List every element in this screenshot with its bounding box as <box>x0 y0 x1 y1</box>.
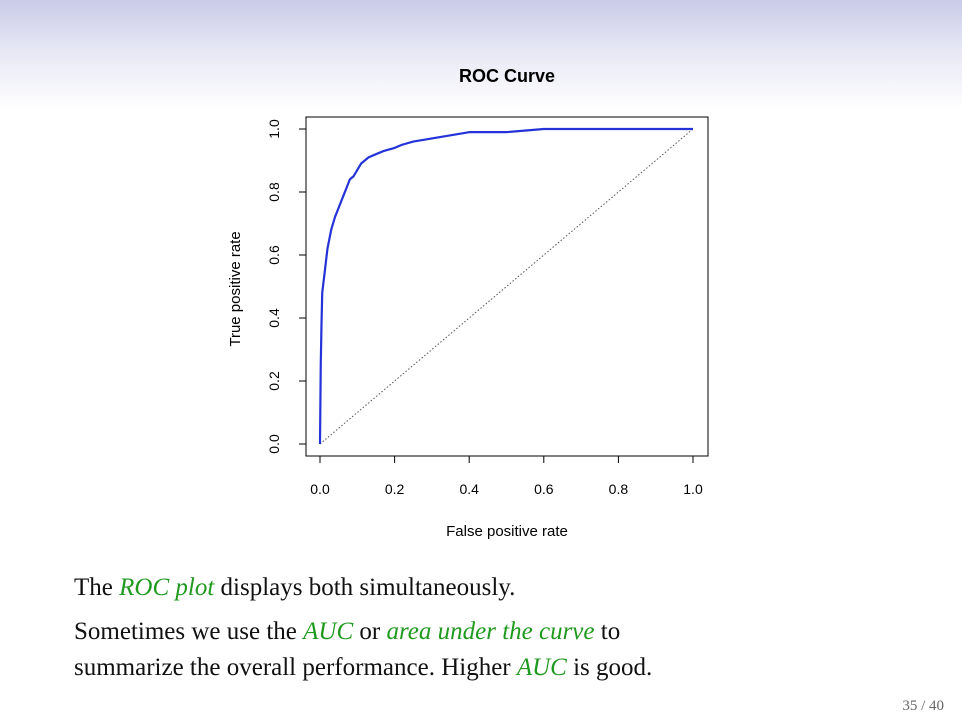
page-number: 35 / 40 <box>902 698 944 714</box>
body-line-3: summarize the overall performance. Highe… <box>74 654 652 682</box>
auc-term-2: AUC <box>516 654 567 681</box>
line3-post: is good. <box>573 654 653 681</box>
line1-pre: The <box>74 574 113 601</box>
area-under-curve-term: area under the curve <box>386 618 595 645</box>
y-tick-label: 0.0 <box>266 434 282 454</box>
auc-term: AUC <box>303 618 354 645</box>
line1-post: displays both simultaneously. <box>220 574 516 601</box>
y-axis-label: True positive rate <box>227 231 244 346</box>
x-tick-label: 0.6 <box>534 481 554 497</box>
roc-curve-line <box>318 127 693 445</box>
slide-header-band <box>0 0 962 110</box>
y-tick-label: 0.4 <box>266 308 282 328</box>
body-line-2: Sometimes we use the AUC or area under t… <box>74 618 620 646</box>
y-tick-label: 0.8 <box>266 182 282 202</box>
x-tick-label: 0.4 <box>459 481 479 497</box>
x-axis-label: False positive rate <box>446 523 568 540</box>
x-tick-label: 0.2 <box>385 481 405 497</box>
line3-pre: summarize the overall performance. Highe… <box>74 654 511 681</box>
x-tick-label: 1.0 <box>683 481 703 497</box>
line2-pre: Sometimes we use the <box>74 618 297 645</box>
x-tick-label: 0.8 <box>609 481 629 497</box>
x-tick-label: 0.0 <box>310 481 330 497</box>
y-tick-label: 1.0 <box>266 119 282 139</box>
body-line-1: The ROC plot displays both simultaneousl… <box>74 574 515 602</box>
chart-title: ROC Curve <box>459 66 555 86</box>
line2-post: to <box>600 618 621 645</box>
diagonal-reference-line <box>319 128 694 445</box>
y-tick-label: 0.2 <box>266 371 282 391</box>
y-tick-label: 0.6 <box>266 245 282 265</box>
roc-plot-term: ROC plot <box>119 574 215 601</box>
line2-mid: or <box>359 618 381 645</box>
